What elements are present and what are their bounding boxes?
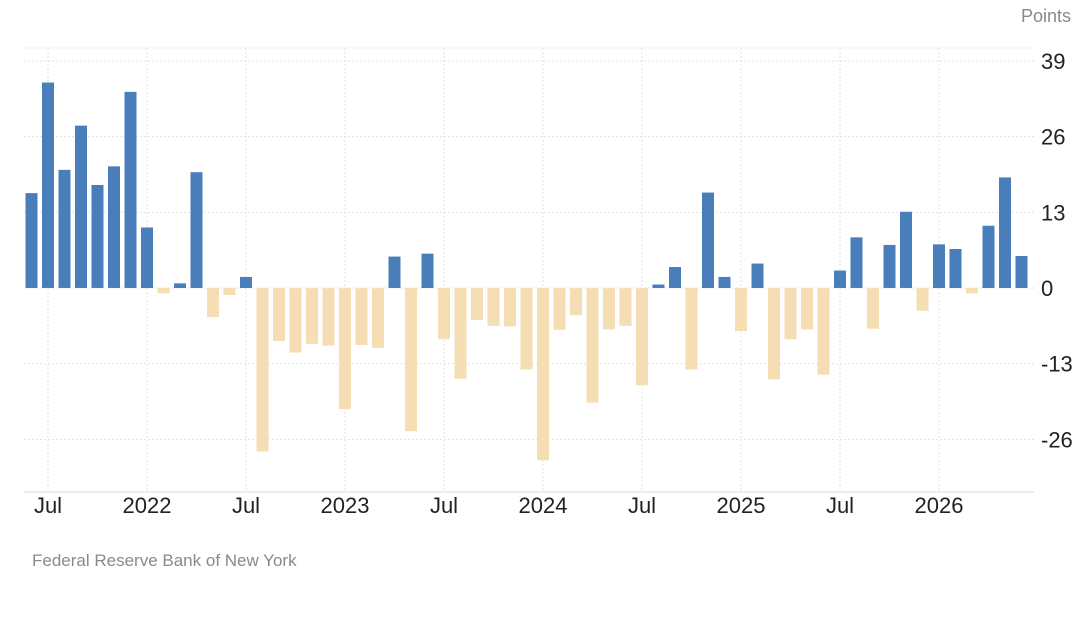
bar (91, 184, 104, 288)
bar (42, 82, 54, 288)
x-tick-label: Jul (232, 493, 260, 518)
bar (240, 276, 252, 288)
bar (636, 288, 648, 386)
bar (75, 125, 87, 289)
bar (355, 288, 368, 346)
bar (883, 244, 896, 288)
bar (273, 288, 285, 341)
bar (702, 192, 714, 288)
bar (685, 288, 698, 370)
bar (388, 256, 401, 288)
y-axis-unit-label: Points (1020, 6, 1071, 26)
bar (652, 284, 665, 288)
bar (850, 237, 863, 288)
bar (256, 288, 269, 452)
x-tick-label: 2024 (519, 493, 568, 518)
x-tick-label: Jul (826, 493, 854, 518)
x-tick-label: Jul (430, 493, 458, 518)
bar (949, 249, 962, 288)
bar (537, 288, 549, 461)
bar (471, 288, 483, 321)
bar (751, 263, 764, 288)
x-tick-label: 2022 (123, 493, 172, 518)
bar (58, 169, 71, 288)
bar (108, 166, 120, 288)
grid-lines (24, 47, 1034, 492)
bar (784, 288, 797, 340)
bar (768, 288, 780, 380)
bar (520, 288, 533, 370)
bar (999, 177, 1011, 288)
bar (966, 288, 978, 294)
bar (174, 283, 186, 288)
bar (619, 288, 632, 326)
y-axis-ticks: 39 26 13 0 -13 -26 (1041, 49, 1073, 452)
bar (306, 288, 318, 344)
bar (487, 288, 500, 326)
bar (289, 288, 302, 353)
bar (867, 288, 879, 329)
bar (735, 288, 747, 332)
bar (421, 253, 434, 288)
bar (405, 288, 417, 432)
bar (223, 288, 236, 295)
x-tick-label: Jul (628, 493, 656, 518)
bar (603, 288, 615, 330)
bar (504, 288, 516, 327)
source-label: Federal Reserve Bank of New York (32, 551, 297, 570)
bar (916, 288, 929, 311)
y-tick-label: -26 (1041, 427, 1073, 452)
y-tick-label: 26 (1041, 125, 1065, 150)
bar (322, 288, 335, 346)
x-axis-ticks: Jul 2022 Jul 2023 Jul 2024 Jul 2025 Jul 2026 (34, 493, 964, 518)
bar (570, 288, 582, 316)
bar (372, 288, 384, 348)
y-tick-label: 0 (1041, 276, 1053, 301)
bar (454, 288, 467, 379)
bar (982, 225, 995, 288)
bar (586, 288, 599, 403)
bar (25, 193, 38, 288)
y-tick-label: 13 (1041, 200, 1065, 225)
y-tick-label: 39 (1041, 49, 1065, 74)
bar (124, 91, 137, 289)
bar (438, 288, 450, 340)
bar (207, 288, 219, 318)
x-tick-label: 2023 (321, 493, 370, 518)
bar (817, 288, 830, 375)
bar (141, 227, 153, 288)
bar (933, 244, 945, 288)
bar (718, 276, 731, 288)
bar (801, 288, 813, 330)
y-tick-label: -13 (1041, 352, 1073, 377)
x-tick-label: Jul (34, 493, 62, 518)
bar-series (25, 82, 1028, 461)
x-tick-label: 2025 (717, 493, 766, 518)
bar (900, 211, 912, 288)
bar (669, 267, 681, 288)
bar (157, 288, 170, 294)
x-tick-label: 2026 (915, 493, 964, 518)
bar (553, 288, 566, 330)
bar (339, 288, 351, 410)
bar (1015, 255, 1028, 288)
bar (190, 172, 203, 288)
bar (834, 270, 846, 288)
